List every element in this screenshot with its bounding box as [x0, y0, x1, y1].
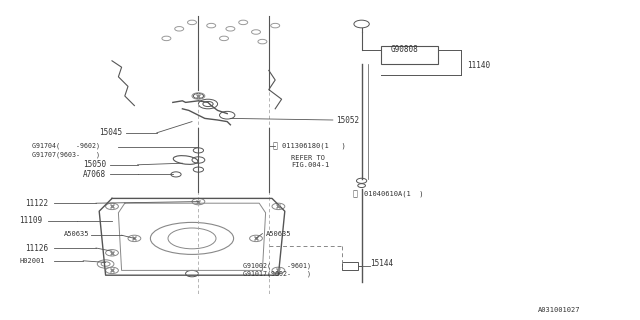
Text: A7068: A7068	[83, 170, 106, 179]
Text: 01040610A(1  ): 01040610A(1 )	[364, 190, 423, 197]
Text: A50635: A50635	[64, 231, 90, 236]
Text: 15045: 15045	[99, 128, 122, 137]
Bar	[342, 262, 358, 270]
Text: 11126: 11126	[26, 244, 49, 252]
Bar	[381, 46, 438, 64]
Text: 15144: 15144	[370, 260, 393, 268]
Text: A031001027: A031001027	[538, 308, 580, 313]
Text: H02001: H02001	[19, 258, 45, 264]
Text: Ⓑ: Ⓑ	[353, 189, 358, 198]
Text: 11122: 11122	[26, 199, 49, 208]
Text: FIG.004-1: FIG.004-1	[291, 162, 330, 168]
Text: G90808: G90808	[390, 45, 418, 54]
Text: REFER TO: REFER TO	[291, 156, 325, 161]
Text: G91002(    -9601): G91002( -9601)	[243, 262, 311, 269]
Text: G91704(    -9602): G91704( -9602)	[32, 142, 100, 149]
Text: G91017(9602-    ): G91017(9602- )	[243, 270, 311, 277]
Text: 11140: 11140	[467, 61, 490, 70]
Text: G91707(9603-    ): G91707(9603- )	[32, 152, 100, 158]
Text: A50635: A50635	[266, 231, 291, 236]
Text: 15052: 15052	[336, 116, 359, 124]
Text: 011306180(1   ): 011306180(1 )	[282, 142, 346, 149]
Text: 15050: 15050	[83, 160, 106, 169]
Text: Ⓑ: Ⓑ	[273, 141, 278, 150]
Text: 11109: 11109	[19, 216, 42, 225]
